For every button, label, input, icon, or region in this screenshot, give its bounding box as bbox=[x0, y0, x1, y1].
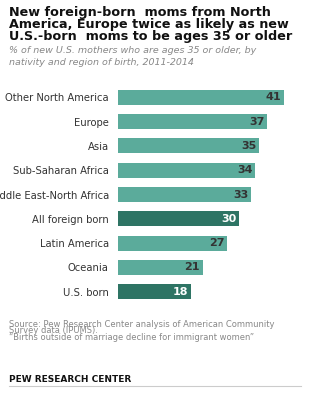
Bar bbox=[118, 187, 251, 202]
Bar bbox=[118, 211, 239, 226]
Text: 41: 41 bbox=[265, 93, 281, 102]
Text: 34: 34 bbox=[237, 165, 252, 175]
Text: Survey data (IPUMS).: Survey data (IPUMS). bbox=[9, 326, 98, 335]
Text: 21: 21 bbox=[184, 262, 200, 272]
Bar bbox=[118, 260, 203, 275]
Text: New foreign-born  moms from North: New foreign-born moms from North bbox=[9, 6, 271, 19]
Text: America, Europe twice as likely as new: America, Europe twice as likely as new bbox=[9, 18, 289, 31]
Text: 37: 37 bbox=[249, 117, 264, 127]
Bar bbox=[118, 235, 227, 251]
Text: 18: 18 bbox=[172, 287, 188, 297]
Text: % of new U.S. mothers who are ages 35 or older, by
nativity and region of birth,: % of new U.S. mothers who are ages 35 or… bbox=[9, 46, 257, 67]
Bar bbox=[118, 114, 268, 129]
Text: PEW RESEARCH CENTER: PEW RESEARCH CENTER bbox=[9, 375, 131, 384]
Text: “Births outside of marriage decline for immigrant women”: “Births outside of marriage decline for … bbox=[9, 333, 255, 342]
Bar bbox=[118, 139, 259, 154]
Bar bbox=[118, 284, 191, 299]
Text: U.S.-born  moms to be ages 35 or older: U.S.-born moms to be ages 35 or older bbox=[9, 30, 293, 43]
Text: 33: 33 bbox=[233, 189, 248, 200]
Text: 35: 35 bbox=[241, 141, 256, 151]
Bar bbox=[118, 90, 284, 105]
Text: 27: 27 bbox=[209, 238, 224, 248]
Text: 30: 30 bbox=[221, 214, 236, 224]
Text: Source: Pew Research Center analysis of American Community: Source: Pew Research Center analysis of … bbox=[9, 320, 275, 329]
Bar bbox=[118, 163, 255, 178]
